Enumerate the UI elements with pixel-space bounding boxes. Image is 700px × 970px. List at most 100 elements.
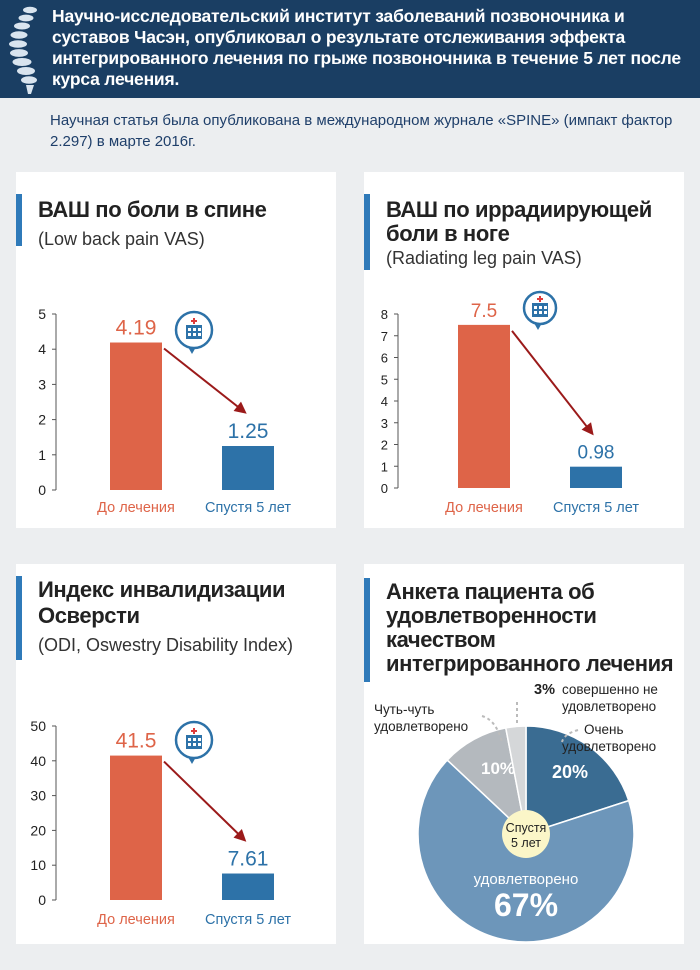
trend-arrow-line (163, 760, 243, 839)
y-tick-label: 0 (381, 481, 388, 496)
y-tick-label: 4 (38, 341, 46, 357)
category-label: До лечения (97, 500, 175, 516)
pie-slice-label: удовлетворено (562, 699, 656, 714)
trend-arrow-line (511, 330, 591, 432)
y-tick-label: 8 (381, 307, 388, 322)
hospital-icon-window (534, 311, 537, 314)
trend-arrow-line (163, 347, 243, 411)
data-label: 7.5 (471, 301, 497, 322)
pie-center-label: Спустя (506, 821, 547, 835)
hospital-icon-window (198, 333, 201, 336)
y-tick-label: 0 (38, 892, 46, 908)
header-title: Научно-исследовательский институт заболе… (52, 6, 681, 89)
data-label: 0.98 (578, 443, 615, 464)
bar-chart-leg-pain: 0 1 2 3 4 5 6 7 8 7.5 До лечения 0.98 Спустя 5 лет (381, 290, 639, 516)
bar-before (110, 755, 162, 900)
chart-card-odi: Индекс инвалидизации Осверсти (ODI, Oswe… (16, 564, 336, 944)
hospital-icon (174, 720, 214, 764)
bar-after (222, 446, 274, 490)
chart-card-leg-pain: ВАШ по иррадиирующей боли в ноге (Radiat… (364, 172, 684, 528)
category-label: Спустя 5 лет (205, 500, 291, 516)
y-tick-label: 10 (30, 857, 46, 873)
data-label: 1.25 (228, 420, 269, 443)
hospital-icon-window (193, 328, 196, 331)
category-label: До лечения (97, 912, 175, 928)
category-label: До лечения (445, 500, 523, 516)
pie-title-line3: качеством (386, 627, 496, 652)
card-accent (364, 578, 370, 682)
hospital-icon-building (186, 735, 202, 749)
pie-slice (504, 725, 527, 835)
hospital-icon-window (188, 743, 191, 746)
chart-title-line1: Индекс инвалидизации (38, 577, 286, 602)
y-tick-label: 1 (381, 459, 388, 474)
card-accent (16, 576, 22, 660)
y-tick-label: 0 (38, 482, 46, 498)
chart-subtitle: (Low back pain VAS) (38, 229, 205, 249)
y-tick-label: 20 (30, 822, 46, 838)
hospital-icon-building (532, 303, 548, 317)
bar-after (222, 873, 274, 900)
chart-subtitle: (ODI, Oswestry Disability Index) (38, 635, 294, 655)
pie-percent: 20% (552, 762, 588, 782)
y-tick-label: 1 (38, 447, 46, 463)
pie-slice-label: удовлетворено (374, 719, 468, 734)
data-label: 41.5 (116, 730, 157, 753)
pie-slice-label: удовлетворено (562, 739, 656, 754)
hospital-icon-window (193, 743, 196, 746)
hospital-icon (522, 290, 558, 330)
hospital-icon-window (539, 311, 542, 314)
chart-card-back-pain: ВАШ по боли в спине (Low back pain VAS) … (16, 172, 336, 528)
leader-line (481, 715, 503, 743)
hospital-icon-cross (537, 298, 543, 300)
bar-before (458, 324, 510, 488)
y-tick-label: 7 (381, 329, 388, 344)
category-label: Спустя 5 лет (205, 912, 291, 928)
y-tick-label: 5 (381, 372, 388, 387)
hospital-icon-cross (191, 730, 197, 732)
category-label: Спустя 5 лет (553, 500, 639, 516)
hospital-icon-window (544, 306, 547, 309)
trend-arrow (163, 760, 247, 842)
hospital-icon-window (188, 328, 191, 331)
y-tick-label: 3 (38, 376, 46, 392)
hospital-icon-window (539, 306, 542, 309)
y-tick-label: 40 (30, 753, 46, 769)
hospital-icon-pointer (188, 757, 196, 764)
pie-percent: 10% (481, 759, 515, 778)
pie-title-line2: удовлетворенности (386, 603, 597, 628)
y-tick-label: 4 (381, 394, 388, 409)
hospital-icon-window (198, 328, 201, 331)
trend-arrow (163, 347, 247, 414)
bar-before (110, 342, 162, 490)
pie-slice-label: Чуть-чуть (374, 702, 434, 717)
y-tick-label: 50 (30, 718, 46, 734)
pie-center (502, 810, 550, 858)
y-tick-label: 2 (38, 412, 46, 428)
chart-title-line1: ВАШ по иррадиирующей (386, 197, 652, 222)
bar-chart-odi: 0 10 20 30 40 50 41.5 До лечения 7.61 Спустя 5 ле… (30, 718, 291, 928)
chart-title-line2: Осверсти (38, 603, 140, 628)
hospital-icon-window (188, 738, 191, 741)
hospital-icon-pointer (188, 347, 196, 354)
bar-chart-back-pain: 0 1 2 3 4 5 4.19 До лечения 1.25 Спустя 5 лет (38, 306, 291, 516)
pie-title-line4: интегрированного лечения (386, 651, 674, 676)
y-tick-label: 3 (381, 416, 388, 431)
hospital-icon-window (193, 738, 196, 741)
hospital-icon-window (544, 311, 547, 314)
data-label: 7.61 (228, 848, 269, 871)
y-tick-label: 30 (30, 788, 46, 804)
hospital-icon-cross (191, 320, 197, 322)
pie-percent: 3% (534, 682, 555, 698)
trend-arrow-head (233, 401, 247, 414)
pie-slice-label: удовлетворено (474, 871, 579, 888)
hospital-icon-window (534, 306, 537, 309)
hospital-icon (174, 310, 214, 354)
chart-title-line2: боли в ноге (386, 221, 510, 246)
pie-percent: 67% (494, 887, 558, 923)
hospital-icon-window (188, 333, 191, 336)
chart-card-satisfaction: Анкета пациента об удовлетворенности кач… (364, 564, 684, 944)
trend-arrow-head (233, 829, 247, 842)
card-accent (16, 194, 22, 246)
data-label: 4.19 (116, 317, 157, 340)
